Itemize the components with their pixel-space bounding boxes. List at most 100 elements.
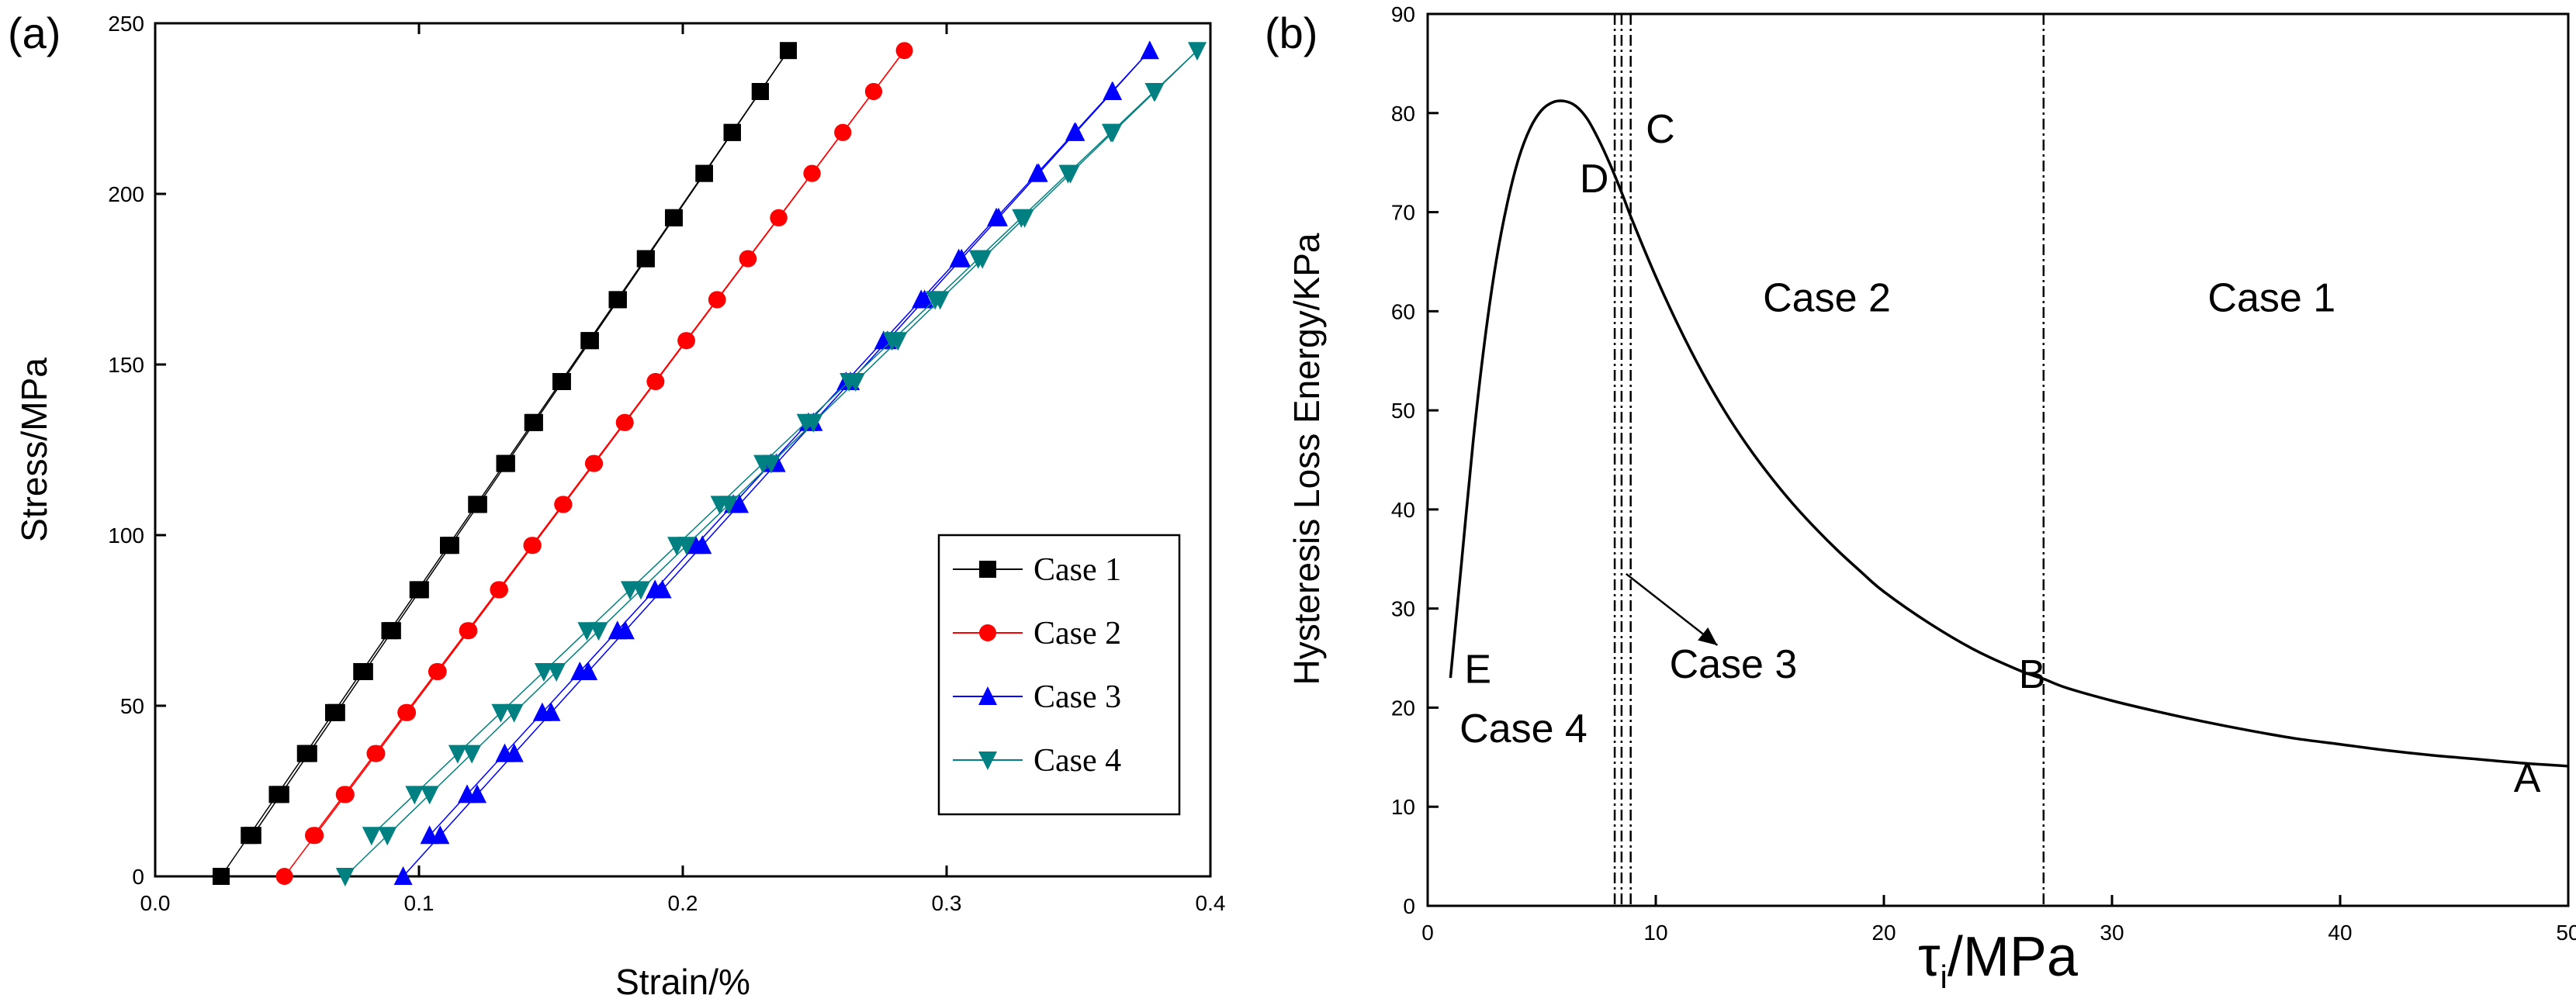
y-tick-label: 60 [1391,299,1415,323]
data-point [525,413,543,431]
data-point [1012,209,1031,228]
legend-marker [978,752,997,770]
panel-b-hysteresis: (b) 0 10 20 30 40 50 0 10 20 30 40 50 60 70 80 90 Case… [1265,2,2576,995]
data-point [1144,83,1164,102]
data-point [834,123,852,141]
x-tick-label: 0.1 [404,891,435,915]
panel-a-y-title: Stress/MPa [14,358,54,542]
data-point [504,703,524,723]
data-point [710,496,729,515]
panel-a-label: (a) [8,9,61,57]
data-point [448,745,467,764]
data-point [840,373,859,392]
data-point [523,537,541,555]
data-point [397,703,415,721]
data-point [581,332,599,350]
data-point [646,373,664,390]
x-tick-label: 50 [2556,921,2576,945]
x-tick-label: 0.3 [932,891,962,915]
data-point [532,702,552,721]
data-point [584,454,602,472]
data-point [609,291,627,309]
data-point [495,743,514,762]
data-point [637,250,655,268]
data-point [305,827,322,845]
data-point [362,827,381,846]
data-point [1101,123,1120,143]
panel-a-x-title: Strain/% [615,962,750,1002]
data-point [554,496,572,513]
panel-b-x-ticks: 0 10 20 30 40 50 [1421,895,2576,945]
y-tick-label: 50 [120,694,144,718]
series-case-2 [275,42,913,885]
panel-b-frame [1426,12,2570,907]
x-tick-label: 0 [1421,921,1434,945]
data-point [272,786,289,803]
data-point [335,868,355,886]
data-point [882,332,902,351]
data-point [589,622,608,641]
x-tick-label: 0.2 [668,891,698,915]
series-case-3 [393,40,1159,885]
y-tick-label: 40 [1391,498,1415,522]
legend-label: Case 4 [1034,743,1121,779]
data-point [770,209,788,226]
data-point [213,868,230,885]
y-tick-label: 200 [108,182,144,206]
data-point [677,332,695,350]
data-point [753,454,773,474]
data-point [458,784,477,803]
legend-marker [978,686,997,705]
panel-a-stress-strain: (a) 0.0 0.1 0.2 0.3 0.4 0 50 100 150 200 250 Stra… [8,9,1225,1002]
legend-label: Case 3 [1034,679,1121,715]
data-point [912,289,931,309]
data-point [987,207,1006,226]
data-point [646,579,665,599]
data-point [547,663,566,682]
data-point [327,703,345,721]
hysteresis-curve [1449,99,2569,768]
x-tick-label: 40 [2328,921,2352,945]
panel-b-region-labels: Case 1 Case 2 Case 4 [1459,275,2335,752]
panel-b-point-labels: A B CD E [1464,107,2540,801]
legend-label: Case 1 [1034,552,1121,588]
data-point [708,291,725,309]
y-tick-label: 0 [1403,894,1415,918]
data-point [949,248,968,268]
region-label: Case 2 [1763,275,1891,320]
y-tick-label: 250 [108,12,144,36]
y-tick-label: 150 [108,353,144,377]
data-point [1103,81,1122,100]
data-point [244,827,261,845]
data-point [1140,40,1159,60]
data-point [299,745,317,762]
x-tick-label: 30 [2100,921,2124,945]
legend-label: Case 2 [1034,616,1121,651]
data-point [751,83,769,100]
data-point [570,662,590,680]
data-point [615,413,633,431]
panel-b-vertical-lines [1613,14,2045,906]
data-point [620,581,639,600]
x-title-symbol: τ [1918,926,1940,988]
point-label: C [1646,107,1675,152]
data-point [378,827,397,846]
point-label: A [2514,756,2541,801]
data-point [275,868,293,885]
data-point [1027,163,1047,182]
data-point [420,825,439,845]
data-point [1065,122,1084,141]
data-point [534,663,553,682]
region-label: Case 1 [2207,275,2335,320]
y-tick-label: 20 [1391,696,1415,720]
legend-marker [979,624,996,641]
data-point [497,454,515,472]
data-point [695,164,713,182]
x-tick-label: 10 [1643,921,1667,945]
data-point [968,250,988,269]
data-point [864,83,882,100]
legend: Case 1 Case 2 Case 3 Case 4 [937,534,1181,816]
case3-arrow-annotation: Case 3 [1626,572,1797,687]
legend-box [937,534,1181,816]
